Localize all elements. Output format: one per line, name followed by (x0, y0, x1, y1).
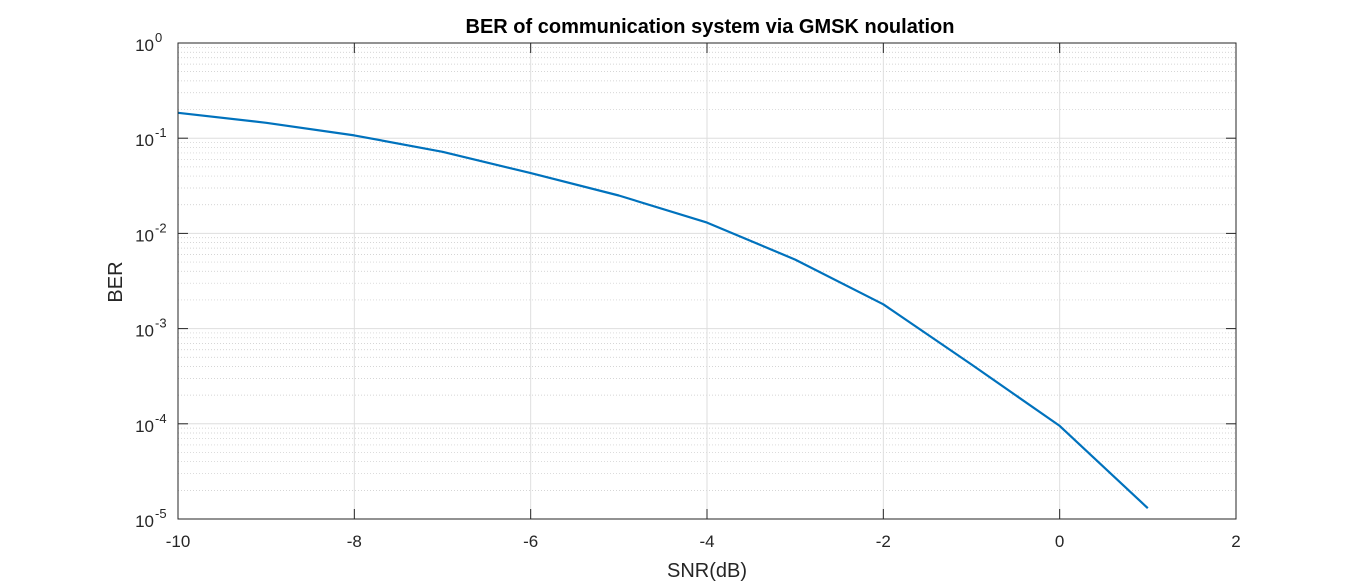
y-tick-label: 10 -3 (135, 316, 166, 341)
x-tick-label: -4 (699, 532, 714, 551)
y-tick-label-exponent: -2 (155, 220, 167, 235)
axis-ticks (177, 42, 1237, 520)
y-tick-label: 10 -5 (135, 506, 166, 531)
y-tick-label-base: 10 (135, 417, 154, 436)
y-tick-label-base: 10 (135, 131, 154, 150)
y-tick-label: 10 0 (135, 30, 162, 55)
y-tick-label-exponent: -3 (155, 316, 167, 331)
y-axis-label: BER (105, 261, 127, 302)
y-tick-label: 10 -1 (135, 125, 166, 150)
series-line (177, 111, 1149, 510)
y-tick-label: 10 -2 (135, 220, 166, 245)
ber-curve (177, 111, 1149, 510)
y-tick-label-exponent: -1 (155, 125, 167, 140)
y-tick-label-base: 10 (135, 512, 154, 531)
y-tick-label-exponent: 0 (155, 30, 162, 45)
x-tick-labels: -10 -8 -6 -4 -2 0 2 (166, 532, 1241, 551)
x-tick-label: -2 (876, 532, 891, 551)
x-axis-label: SNR(dB) (667, 560, 747, 582)
x-tick-label: 0 (1055, 532, 1064, 551)
x-tick-label: -10 (166, 532, 191, 551)
x-tick-label: 2 (1231, 532, 1240, 551)
y-tick-label-base: 10 (135, 226, 154, 245)
x-tick-label: -8 (347, 532, 362, 551)
y-tick-label-base: 10 (135, 322, 154, 341)
y-tick-label-exponent: -5 (155, 506, 167, 521)
chart-title: BER of communication system via GMSK nou… (466, 16, 955, 38)
x-tick-label: -6 (523, 532, 538, 551)
y-tick-label-base: 10 (135, 36, 154, 55)
y-tick-label-exponent: -4 (155, 411, 167, 426)
y-tick-label: 10 -4 (135, 411, 166, 436)
